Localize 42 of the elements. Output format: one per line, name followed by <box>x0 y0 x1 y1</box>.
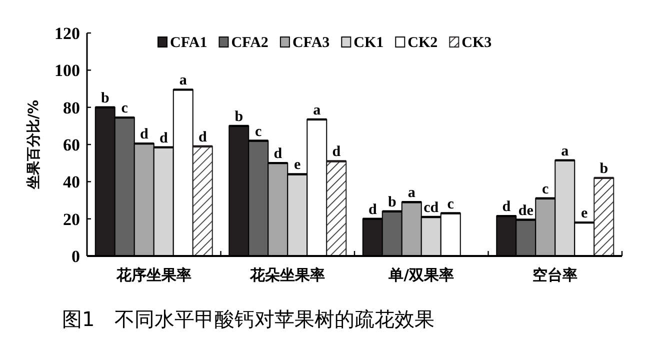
data-label: b <box>100 90 110 106</box>
y-tick-label: 20 <box>63 210 80 229</box>
y-tick-label: 60 <box>63 136 80 154</box>
data-label: c <box>447 196 454 212</box>
data-label: a <box>179 72 188 89</box>
data-label: a <box>408 185 416 202</box>
y-tick-label: 100 <box>54 61 80 80</box>
y-axis-title: 坐果百分比/% <box>26 100 42 190</box>
data-label: a <box>313 102 322 118</box>
data-label: d <box>502 199 512 216</box>
data-label: a <box>561 143 570 160</box>
legend-label: CFA2 <box>231 35 268 51</box>
data-label: e <box>581 206 588 222</box>
legend-label: CFA3 <box>292 35 330 51</box>
x-tick-label: 花朵坐果率 <box>249 266 326 284</box>
x-tick-label: 空台率 <box>532 266 578 284</box>
legend-label: CK3 <box>462 35 492 51</box>
data-label: b <box>234 108 244 125</box>
legend-label: CK1 <box>354 35 384 51</box>
data-label: cd <box>424 200 440 216</box>
y-tick-label: 0 <box>72 247 80 266</box>
data-label: d <box>198 129 208 146</box>
y-tick-label: 120 <box>54 24 80 43</box>
data-label: c <box>121 100 128 117</box>
x-tick-label: 单/双果率 <box>388 266 454 284</box>
y-tick-label: 80 <box>63 98 80 118</box>
text: 图1 不同水平甲酸钙对苹果树的疏花效果 <box>62 307 435 331</box>
y-tick-label: 40 <box>63 172 80 192</box>
legend-label: CFA1 <box>170 35 208 51</box>
data-label: d <box>274 146 283 162</box>
data-label: d <box>140 126 149 143</box>
data-label: d <box>368 202 378 218</box>
data-label: d <box>332 144 342 160</box>
data-label: b <box>388 194 396 210</box>
data-label: e <box>294 157 302 174</box>
legend-label: CK2 <box>408 35 438 51</box>
data-label: d <box>159 130 168 146</box>
data-label: de <box>518 202 534 219</box>
data-label: c <box>542 181 550 198</box>
data-label: b <box>600 160 608 177</box>
data-label: c <box>255 124 262 140</box>
x-tick-label: 花序坐果率 <box>115 266 192 284</box>
